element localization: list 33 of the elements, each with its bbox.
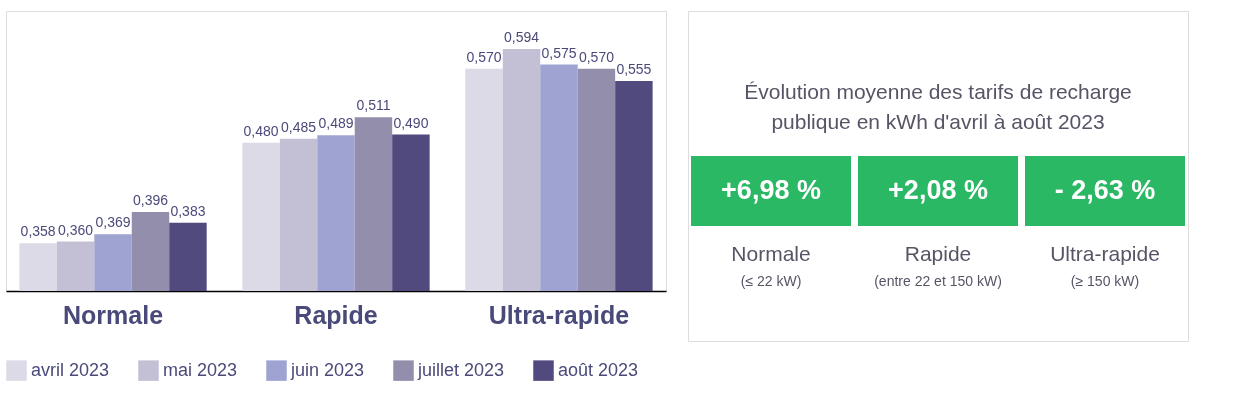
text: Évolution moyenne des tarifs de recharge publique en kWh d'avril à août 2023: [744, 80, 1132, 133]
text: +2,08 %: [888, 175, 988, 205]
x-tick-label: Normale: [63, 300, 164, 329]
x-tick-label: Ultra-rapide: [488, 300, 630, 329]
text: +6,98 %: [721, 175, 821, 205]
text: (entre 22 et 150 kW): [874, 273, 1002, 289]
legend-label: août 2023: [558, 359, 639, 380]
x-tick-label: Rapide: [294, 300, 378, 329]
text: - 2,63 %: [1054, 175, 1156, 205]
data-label: 0,358: [20, 223, 56, 240]
data-label: 0,594: [503, 28, 540, 45]
data-label: 0,570: [466, 48, 502, 65]
text: Normale: [731, 242, 811, 265]
data-label: 0,360: [58, 221, 94, 238]
data-label: 0,489: [318, 115, 354, 132]
data-label: 0,383: [170, 202, 206, 219]
text: (≥ 150 kW): [1070, 273, 1140, 289]
data-label: 0,511: [356, 97, 391, 114]
text: Rapide: [904, 242, 972, 265]
legend-label: mai 2023: [163, 359, 238, 380]
text: Ultra-rapide: [1050, 242, 1160, 265]
data-label: 0,396: [132, 191, 169, 208]
data-label: 0,555: [616, 61, 652, 77]
legend-label: juillet 2023: [417, 359, 505, 380]
data-label: 0,490: [393, 114, 429, 131]
legend-label: avril 2023: [31, 359, 110, 380]
text: (≤ 22 kW): [740, 273, 802, 289]
legend-label: juin 2023: [290, 359, 365, 380]
data-label: 0,369: [95, 214, 131, 231]
data-label: 0,480: [243, 122, 279, 139]
data-label: 0,485: [281, 118, 317, 135]
data-label: 0,575: [541, 44, 577, 61]
data-label: 0,570: [578, 48, 615, 65]
